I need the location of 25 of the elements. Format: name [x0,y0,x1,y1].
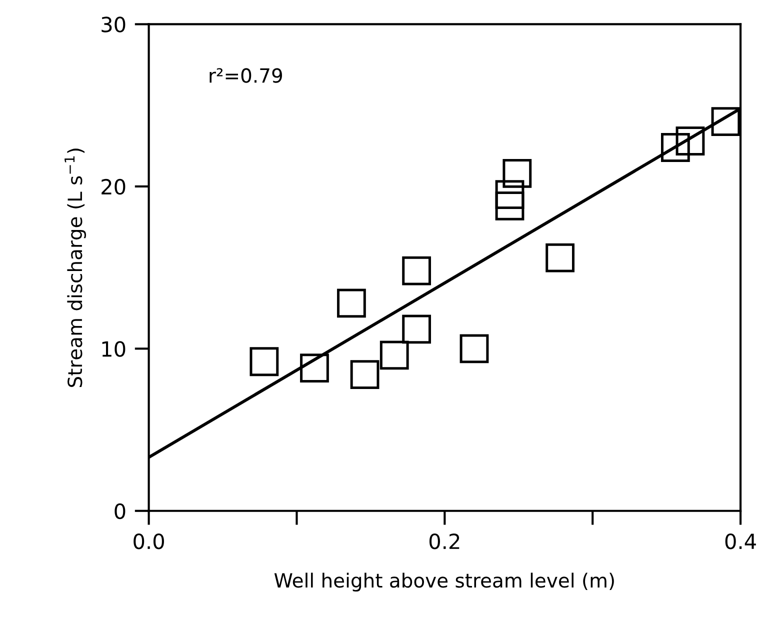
point [502,159,532,188]
y-tick-label: 0 [114,503,126,520]
x-tick-label: 0.2 [429,533,460,550]
point [250,347,279,376]
point [337,288,366,318]
point [711,107,740,136]
point [402,256,432,286]
y-tick-label: 10 [102,341,126,357]
point [495,191,524,220]
point [661,133,690,162]
point [460,334,489,364]
x-axis-title: Well height above stream level (m) [274,572,614,592]
point [546,243,574,272]
point [300,354,329,383]
y-axis-title: Stream discharge (L s$^{−1}$) [64,148,86,388]
annotation: r²=0.79 [210,68,282,83]
point [350,360,380,390]
y-tick-label: 20 [102,178,126,195]
x-tick-label: 0.0 [134,533,164,550]
point [676,126,705,156]
x-tick-label: 0.4 [725,533,756,550]
point [402,314,432,344]
y-tick-label: 30 [102,16,126,32]
point [380,340,409,370]
point [495,180,524,209]
